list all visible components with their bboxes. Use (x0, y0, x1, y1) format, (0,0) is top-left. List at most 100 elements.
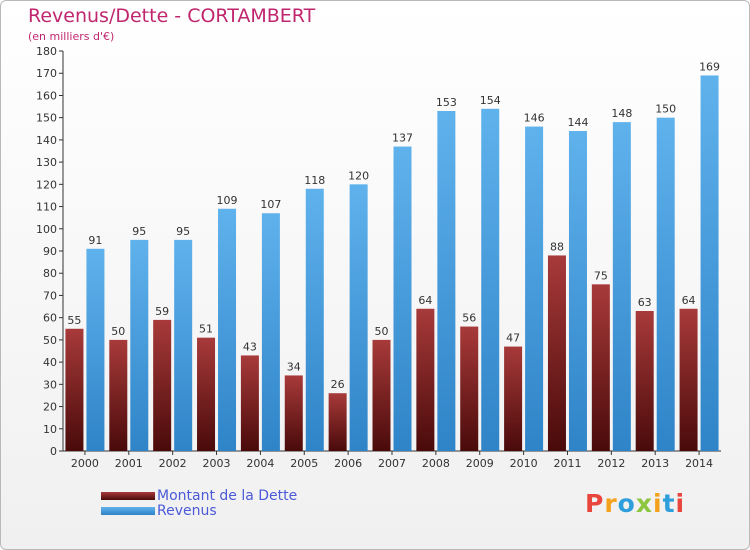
x-tick-label: 2006 (334, 457, 362, 470)
value-label-revenus: 137 (392, 132, 413, 145)
logo-letter: i (653, 489, 663, 518)
bar-revenus (437, 111, 456, 451)
legend-swatch-dette (101, 491, 155, 500)
bar-dette (591, 284, 610, 451)
bar-dette (460, 326, 479, 451)
bar-dette (372, 339, 391, 451)
y-tick-label: 180 (36, 45, 57, 58)
bar-revenus (612, 122, 631, 451)
y-tick-label: 140 (36, 134, 57, 147)
x-tick-label: 2005 (290, 457, 318, 470)
value-label-revenus: 154 (480, 94, 501, 107)
y-tick-label: 70 (43, 289, 57, 302)
y-tick-label: 80 (43, 267, 57, 280)
bar-revenus (568, 131, 587, 451)
value-label-dette: 55 (67, 314, 81, 327)
value-label-revenus: 150 (655, 103, 676, 116)
x-tick-label: 2009 (466, 457, 494, 470)
bar-revenus (525, 126, 544, 452)
value-label-dette: 51 (199, 323, 213, 336)
chart-title: Revenus/Dette - CORTAMBERT (28, 5, 316, 27)
bar-dette (109, 339, 128, 451)
value-label-dette: 34 (287, 360, 301, 373)
y-tick-label: 110 (36, 201, 57, 214)
value-label-dette: 63 (638, 296, 652, 309)
x-ticks: 2000 2001 2002 2003 2004 2005 2006 2007 2008 2009… (71, 451, 713, 470)
value-label-dette: 47 (506, 332, 520, 345)
y-tick-label: 30 (43, 378, 57, 391)
bar-dette (328, 393, 347, 451)
y-tick-label: 100 (36, 223, 57, 236)
value-label-dette: 43 (243, 340, 257, 353)
y-tick-label: 120 (36, 178, 57, 191)
bar-dette (504, 346, 523, 451)
y-tick-label: 20 (43, 401, 57, 414)
bars (65, 75, 719, 452)
logo-letter: r (604, 489, 618, 518)
value-label-dette: 75 (594, 269, 608, 282)
bar-revenus (174, 239, 193, 451)
value-label-dette: 64 (682, 294, 696, 307)
y-ticks: 0 10 20 30 40 50 60 70 80 90 100 110 120 130 140 150 160… (36, 45, 63, 458)
value-label-revenus: 153 (436, 96, 457, 109)
legend-label-revenus: Revenus (157, 502, 217, 519)
bar-dette (679, 308, 698, 451)
x-tick-label: 2002 (159, 457, 187, 470)
x-tick-label: 2012 (597, 457, 625, 470)
value-label-revenus: 91 (88, 234, 102, 247)
proxiti-logo: Proxiti (585, 489, 685, 518)
value-label-dette: 59 (155, 305, 169, 318)
logo-letter: P (585, 489, 605, 518)
value-label-revenus: 109 (217, 194, 238, 207)
y-tick-label: 10 (43, 423, 57, 436)
value-labels: 55 91 50 95 59 95 51 109 43 107 34 118 26 120 50 137 64 1… (67, 60, 720, 391)
bar-revenus (656, 117, 675, 452)
logo-letter: x (635, 489, 653, 518)
bar-revenus (393, 146, 412, 452)
legend-item-revenus: Revenus (101, 502, 297, 519)
y-tick-label: 130 (36, 156, 57, 169)
x-tick-label: 2001 (115, 457, 143, 470)
y-tick-label: 160 (36, 89, 57, 102)
y-tick-label: 170 (36, 67, 57, 80)
x-tick-label: 2004 (246, 457, 274, 470)
value-label-revenus: 95 (132, 225, 146, 238)
bar-revenus (218, 208, 237, 451)
legend-label-dette: Montant de la Dette (157, 487, 298, 504)
bar-dette (65, 328, 84, 451)
value-label-revenus: 169 (699, 60, 720, 73)
bar-dette (197, 337, 216, 451)
logo-letter: i (675, 489, 686, 518)
y-tick-label: 40 (43, 356, 57, 369)
x-tick-label: 2000 (71, 457, 99, 470)
bar-revenus (86, 248, 105, 451)
x-tick-label: 2008 (422, 457, 450, 470)
x-tick-label: 2010 (510, 457, 538, 470)
logo-letter: t (662, 489, 676, 518)
legend: Montant de la Dette Revenus (101, 487, 298, 519)
y-tick-label: 150 (36, 112, 57, 125)
x-tick-label: 2014 (685, 457, 713, 470)
x-tick-label: 2011 (553, 457, 581, 470)
value-label-revenus: 148 (611, 107, 632, 120)
value-label-dette: 88 (550, 240, 564, 253)
value-label-revenus: 118 (304, 174, 325, 187)
value-label-revenus: 146 (524, 112, 545, 125)
bar-dette (547, 255, 566, 451)
value-label-dette: 50 (111, 325, 125, 338)
bar-dette (416, 308, 435, 451)
bar-revenus (305, 188, 324, 451)
x-tick-label: 2007 (378, 457, 406, 470)
value-label-revenus: 107 (260, 198, 281, 211)
value-label-dette: 26 (331, 378, 345, 391)
legend-swatch-revenus (101, 506, 155, 515)
bar-revenus (261, 213, 280, 451)
value-label-revenus: 144 (567, 116, 588, 129)
value-label-dette: 64 (418, 294, 432, 307)
chart-subtitle: (en milliers d'€) (28, 30, 115, 43)
y-tick-label: 50 (43, 334, 57, 347)
value-label-revenus: 120 (348, 169, 369, 182)
x-tick-label: 2013 (641, 457, 669, 470)
